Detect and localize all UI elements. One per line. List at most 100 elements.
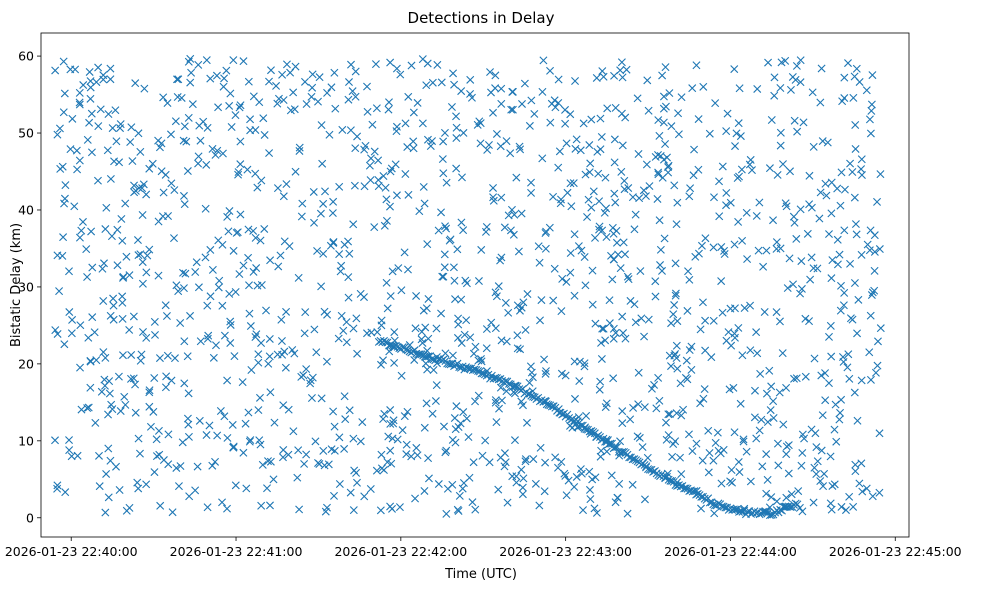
data-point xyxy=(447,103,456,111)
data-point xyxy=(491,84,500,93)
data-point xyxy=(507,205,516,214)
data-point xyxy=(404,92,413,101)
data-point xyxy=(128,157,137,166)
data-point xyxy=(101,508,110,517)
data-point xyxy=(541,369,550,378)
data-point xyxy=(602,232,611,241)
data-point xyxy=(715,212,724,221)
data-point xyxy=(345,249,354,258)
data-point xyxy=(563,188,572,197)
data-point xyxy=(223,433,232,442)
data-point xyxy=(99,297,108,306)
data-point xyxy=(290,349,299,358)
data-point xyxy=(61,488,70,497)
data-point xyxy=(875,245,884,254)
data-point xyxy=(223,212,232,221)
data-point xyxy=(566,268,575,277)
data-point xyxy=(113,261,122,270)
data-point xyxy=(782,202,791,211)
data-point xyxy=(260,224,269,233)
data-point xyxy=(525,121,534,130)
data-point xyxy=(654,170,663,179)
data-point xyxy=(527,178,535,187)
data-point xyxy=(459,226,468,235)
data-point xyxy=(228,420,237,429)
data-point xyxy=(527,188,536,197)
data-point xyxy=(419,306,428,315)
data-point xyxy=(312,348,321,357)
data-point xyxy=(453,245,462,254)
data-point xyxy=(163,99,172,108)
data-point xyxy=(870,247,879,256)
data-point xyxy=(785,254,794,263)
data-point xyxy=(236,160,245,169)
data-point xyxy=(419,182,428,191)
data-point xyxy=(325,130,334,139)
data-point xyxy=(459,479,468,487)
data-point xyxy=(426,142,435,151)
data-point xyxy=(321,187,330,196)
data-point xyxy=(308,83,317,92)
data-point xyxy=(553,463,562,472)
data-point xyxy=(372,466,381,475)
data-point xyxy=(279,445,288,454)
data-point xyxy=(557,369,566,378)
data-point xyxy=(186,54,195,63)
data-point xyxy=(773,439,782,448)
data-point xyxy=(617,167,626,176)
data-point xyxy=(577,246,586,255)
data-point xyxy=(106,174,115,183)
data-point xyxy=(75,88,84,97)
data-point xyxy=(793,127,802,136)
data-point xyxy=(824,379,833,388)
data-point xyxy=(850,388,859,397)
data-point xyxy=(584,195,593,204)
data-point xyxy=(827,209,836,218)
data-point xyxy=(211,457,220,466)
data-point xyxy=(698,456,707,465)
data-point xyxy=(164,460,173,469)
data-point xyxy=(517,465,526,474)
data-point xyxy=(461,276,470,285)
data-point xyxy=(386,58,395,67)
data-point xyxy=(566,110,575,119)
data-point xyxy=(127,350,136,359)
data-point xyxy=(735,468,744,477)
data-point xyxy=(186,78,195,87)
data-point xyxy=(60,194,69,203)
data-point xyxy=(580,252,589,261)
data-point xyxy=(816,98,825,107)
data-point xyxy=(168,508,177,517)
data-point xyxy=(76,321,85,330)
data-point xyxy=(599,324,608,333)
data-point xyxy=(279,401,288,410)
data-point xyxy=(618,312,627,321)
data-point xyxy=(276,251,285,260)
data-point xyxy=(298,199,307,208)
data-point xyxy=(833,235,842,244)
data-point xyxy=(592,508,601,517)
data-point xyxy=(585,485,594,494)
data-point xyxy=(136,356,145,365)
data-point xyxy=(379,172,388,180)
data-point xyxy=(610,189,619,198)
data-point xyxy=(754,246,763,255)
data-point xyxy=(634,150,643,158)
data-point xyxy=(865,115,874,124)
data-point xyxy=(799,118,808,127)
data-point xyxy=(360,293,368,302)
data-point xyxy=(766,406,775,415)
data-point xyxy=(171,117,180,126)
data-point xyxy=(176,462,185,471)
data-point xyxy=(102,203,111,212)
data-point xyxy=(541,244,550,253)
data-point xyxy=(471,397,480,406)
data-point xyxy=(109,294,118,303)
data-point xyxy=(807,253,816,262)
data-point xyxy=(313,246,322,255)
data-point xyxy=(457,295,466,304)
data-point xyxy=(731,142,740,151)
data-point xyxy=(320,307,329,316)
data-point xyxy=(491,71,500,80)
